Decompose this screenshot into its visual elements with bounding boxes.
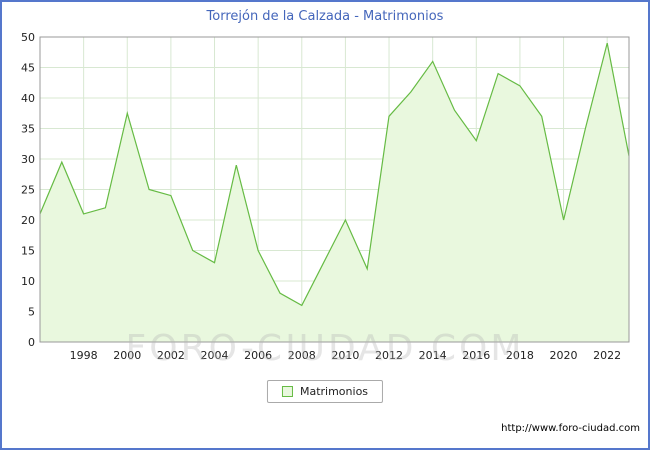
y-tick-label: 50	[21, 31, 35, 44]
chart-title: Torrejón de la Calzada - Matrimonios	[206, 9, 444, 24]
x-tick-label: 2014	[419, 349, 447, 362]
x-tick-label: 2018	[506, 349, 534, 362]
x-tick-label: 2020	[550, 349, 578, 362]
y-tick-label: 10	[21, 275, 35, 288]
legend: Matrimonios	[266, 380, 384, 403]
x-tick-label: 2004	[201, 349, 229, 362]
legend-swatch-matrimonios	[281, 386, 293, 397]
x-tick-label: 2002	[157, 349, 185, 362]
legend-label: Matrimonios	[299, 385, 369, 398]
y-tick-label: 35	[21, 123, 35, 136]
area-fill	[40, 43, 629, 342]
x-tick-label: 2008	[288, 349, 316, 362]
y-tick-label: 40	[21, 92, 35, 105]
x-tick-label: 2006	[244, 349, 272, 362]
footer-url[interactable]: http://www.foro-ciudad.com	[501, 423, 640, 434]
y-tick-label: 45	[21, 62, 35, 75]
y-tick-label: 25	[21, 184, 35, 197]
y-tick-label: 0	[28, 336, 35, 349]
chart-svg: 0 5 10 15 20 25 30 35 40 45 50 1998 2000 2002 2004 2006…	[21, 31, 630, 362]
data-line	[39, 42, 630, 307]
x-tick-label: 2022	[593, 349, 621, 362]
x-tick-label: 2012	[375, 349, 403, 362]
y-tick-label: 15	[21, 245, 35, 258]
y-tick-label: 20	[21, 214, 35, 227]
y-tick-label: 5	[28, 306, 35, 319]
x-tick-label: 2010	[331, 349, 359, 362]
x-tick-label: 2000	[113, 349, 141, 362]
x-tick-label: 2016	[462, 349, 490, 362]
y-tick-label: 30	[21, 153, 35, 166]
plot-border	[39, 36, 630, 343]
x-tick-label: 1998	[70, 349, 98, 362]
